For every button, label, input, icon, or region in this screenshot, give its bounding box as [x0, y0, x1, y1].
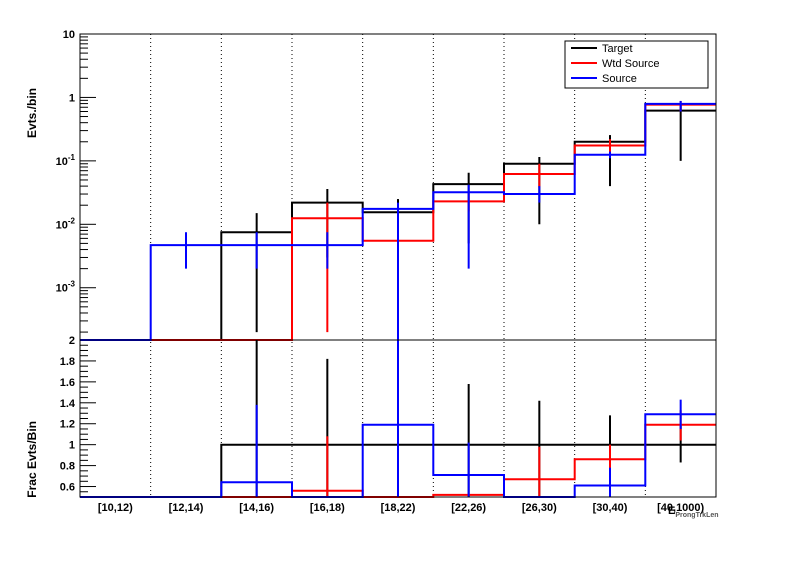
x-axis: [10,12) [12,14) [14,16) [16,18) [18,22) [22,2…: [98, 502, 705, 514]
x-tick-label: [12,14): [169, 502, 204, 514]
bottom-y-tick-label: 1.6: [60, 377, 75, 389]
legend-label: Wtd Source: [602, 58, 659, 70]
x-axis-title: EProngTrkLen: [668, 505, 719, 519]
bottom-y-tick-label: 1.8: [60, 356, 75, 368]
x-tick-label: [18,22): [381, 502, 416, 514]
x-tick-label: [10,12): [98, 502, 133, 514]
x-tick-label: [40,1000): [657, 502, 704, 514]
x-tick-label: [22,26): [451, 502, 486, 514]
top-y-tick-label: 10-2: [56, 216, 76, 231]
top-y-tick-label-base: 10: [56, 156, 68, 168]
bottom-y-tick-label: 0.8: [60, 461, 75, 473]
legend: Target Wtd Source Source: [564, 40, 709, 89]
x-tick-label: [30,40): [593, 502, 628, 514]
x-axis-title-main: E: [668, 505, 675, 517]
bottom-y-tick-label: 0.6: [60, 482, 75, 494]
top-y-tick-label-base: 10: [56, 283, 68, 295]
top-y-tick-label-exponent: -1: [68, 153, 76, 162]
bottom-source-step-line: [80, 413, 716, 498]
x-tick-label: [26,30): [522, 502, 557, 514]
top-y-tick-label: 10-1: [56, 153, 76, 168]
top-y-tick-label: 10-3: [56, 280, 76, 295]
legend-label: Target: [602, 43, 633, 55]
bottom-y-tick-label: 1.2: [60, 419, 75, 431]
x-tick-label: [16,18): [310, 502, 345, 514]
top-y-tick-label-base: 10: [56, 219, 68, 231]
top-y-tick-label-exponent: -2: [68, 216, 76, 225]
bottom-y-axis: 0.6 0.8 1 1.2 1.4 1.6 1.8 2: [60, 335, 96, 498]
bottom-panel-series: [80, 340, 716, 498]
legend-entries: Target Wtd Source Source: [571, 43, 659, 85]
top-y-tick-label: 1: [69, 92, 75, 104]
bottom-y-tick-label: 2: [69, 335, 75, 347]
top-y-tick-label: 10: [63, 29, 75, 41]
bottom-y-tick-label: 1: [69, 440, 75, 452]
legend-label: Source: [602, 73, 637, 85]
bottom-y-tick-label: 1.4: [60, 398, 76, 410]
top-y-tick-label-exponent: -3: [68, 280, 76, 289]
x-tick-label: [14,16): [239, 502, 274, 514]
bottom-y-axis-title: Frac Evts/Bin: [25, 421, 39, 498]
top-y-axis-title: Evts./bin: [25, 88, 39, 138]
x-axis-title-subscript: ProngTrkLen: [675, 512, 718, 519]
